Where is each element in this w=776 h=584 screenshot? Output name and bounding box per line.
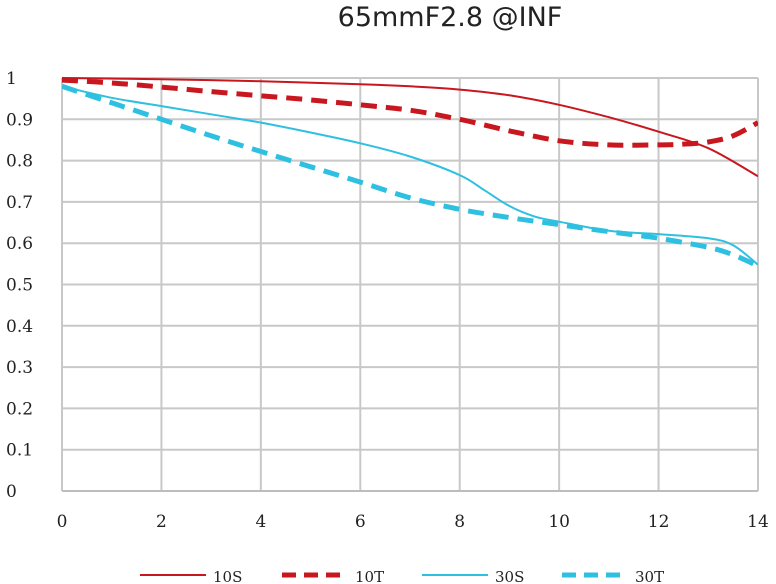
grid-layer <box>62 77 759 491</box>
chart-title: 65mmF2.8 @INF <box>337 2 563 33</box>
series-layer <box>62 77 758 269</box>
series-line-10S <box>62 77 758 178</box>
x-tick-label: 2 <box>156 512 167 532</box>
y-tick-label: 0.6 <box>6 234 33 254</box>
legend-label-10S: 10S <box>213 568 242 584</box>
y-tick-label: 0.4 <box>6 317 33 337</box>
x-tick-label: 14 <box>747 512 769 532</box>
y-tick-label: 0.7 <box>6 193 33 213</box>
y-tick-label: 0.8 <box>6 152 33 172</box>
x-tick-label: 10 <box>548 512 570 532</box>
legend: 10S 10T 30S 30T <box>140 568 664 584</box>
legend-label-30S: 30S <box>495 568 524 584</box>
y-tick-label: 0 <box>6 482 17 502</box>
x-tick-label: 8 <box>454 512 465 532</box>
x-tick-label: 12 <box>648 512 670 532</box>
y-tick-label: 1 <box>6 69 17 89</box>
y-tick-label: 0.2 <box>6 399 33 419</box>
series-line-30T <box>62 83 758 269</box>
tick-label-layer: 00.10.20.30.40.50.60.70.80.910 2 4 6 8 10 12 14 <box>6 69 769 532</box>
series-line-10T <box>62 77 758 148</box>
y-tick-label: 0.9 <box>6 110 33 130</box>
axis-layer <box>61 78 758 492</box>
y-tick-label: 0.3 <box>6 358 33 378</box>
legend-label-30T: 30T <box>635 568 664 584</box>
x-tick-label: 0 <box>57 512 68 532</box>
series-line-30S <box>62 85 758 266</box>
y-tick-label: 0.1 <box>6 441 33 461</box>
x-tick-label: 4 <box>255 512 266 532</box>
legend-label-10T: 10T <box>355 568 384 584</box>
y-tick-label: 0.5 <box>6 276 33 296</box>
x-tick-label: 6 <box>355 512 366 532</box>
